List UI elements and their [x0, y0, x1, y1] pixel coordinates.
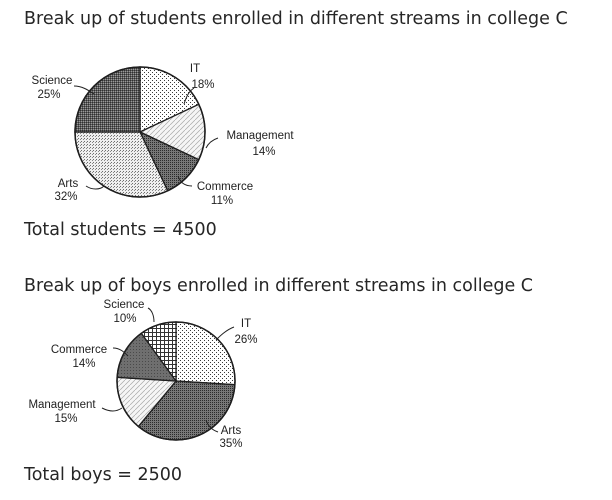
chart1-total: Total students = 4500 — [24, 220, 217, 240]
leader-line-it — [215, 326, 235, 341]
slice-value-science: 25% — [37, 89, 60, 101]
slice-value-management: 15% — [54, 413, 77, 425]
leader-line-science — [73, 85, 95, 95]
slice-value-it: 18% — [191, 79, 214, 91]
leader-line-it — [183, 87, 195, 105]
slice-value-science: 10% — [113, 313, 136, 325]
slice-label-science: Science — [104, 299, 145, 311]
pie-outline — [74, 66, 206, 198]
chart2-total: Total boys = 2500 — [24, 465, 183, 485]
leader-line-management — [205, 137, 219, 149]
chart1-title: Break up of students enrolled in differe… — [24, 9, 568, 29]
leader-line-management — [101, 407, 123, 412]
pie-outline — [116, 321, 236, 441]
slice-label-commerce: Commerce — [197, 181, 253, 193]
slice-value-commerce: 14% — [72, 358, 95, 370]
slice-value-it: 26% — [234, 334, 257, 346]
slice-label-it: IT — [190, 63, 200, 75]
slice-label-arts: Arts — [221, 425, 242, 437]
leader-line-commerce — [177, 175, 193, 187]
pie-slice-science — [74, 66, 141, 133]
leader-line-science — [147, 307, 155, 323]
slice-value-arts: 35% — [219, 438, 242, 450]
slice-label-management: Management — [28, 399, 96, 411]
slice-value-commerce: 11% — [211, 195, 233, 207]
slice-value-arts: 32% — [54, 191, 77, 203]
chart2-title: Break up of boys enrolled in different s… — [24, 276, 533, 296]
slice-label-arts: Arts — [58, 178, 79, 190]
slice-label-it: IT — [241, 318, 251, 330]
leader-line-arts — [85, 185, 105, 190]
slice-label-science: Science — [32, 75, 73, 87]
slice-label-management: Management — [226, 130, 294, 142]
leader-line-arts — [205, 419, 219, 433]
slice-label-commerce: Commerce — [51, 344, 107, 356]
slice-value-management: 14% — [252, 146, 275, 158]
leader-line-commerce — [112, 347, 129, 357]
